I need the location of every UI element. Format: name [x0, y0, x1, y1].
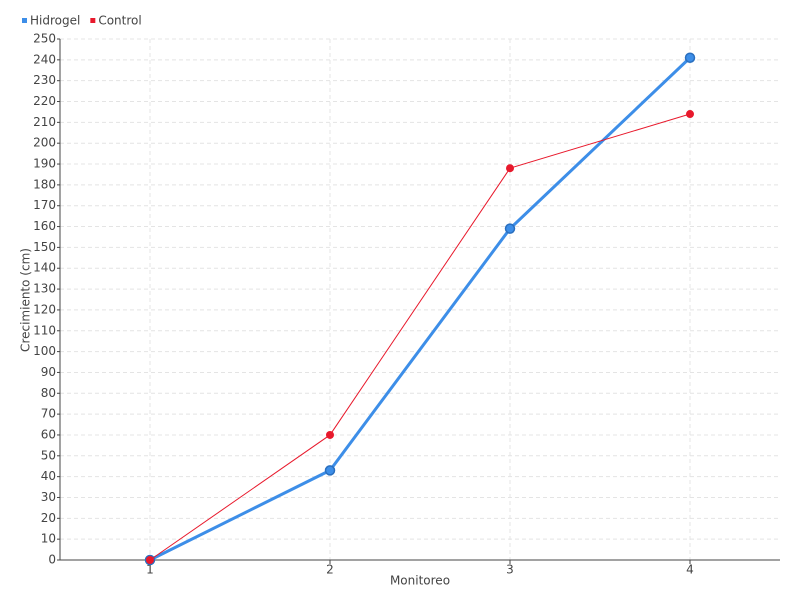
y-tick-label: 200 [33, 136, 56, 150]
y-tick-label: 170 [33, 198, 56, 212]
y-tick-label: 20 [41, 511, 56, 525]
series-line [149, 113, 691, 561]
y-tick-label: 110 [33, 323, 56, 337]
y-tick-label: 90 [41, 365, 56, 379]
y-tick-label: 220 [33, 94, 56, 108]
y-tick-label: 160 [33, 219, 56, 233]
data-point [504, 223, 516, 234]
legend-label: Control [98, 14, 141, 28]
y-tick-label: 150 [33, 240, 56, 254]
data-point [146, 556, 154, 564]
y-tick-label: 0 [48, 553, 56, 567]
data-point [686, 110, 694, 119]
y-tick-label: 50 [41, 448, 56, 462]
y-tick-label: 210 [33, 115, 56, 129]
y-tick-label: 140 [33, 261, 56, 275]
series-line [149, 56, 692, 562]
x-tick-label: 1 [146, 563, 154, 577]
y-tick-label: 230 [33, 73, 56, 87]
y-tick-label: 130 [33, 282, 56, 296]
y-tick-label: 30 [41, 490, 56, 504]
legend-swatch [90, 18, 96, 23]
data-point [684, 52, 696, 64]
y-tick-label: 40 [41, 469, 56, 483]
y-tick-label: 70 [41, 407, 56, 421]
y-tick-label: 190 [33, 157, 56, 171]
y-tick-label: 120 [33, 302, 56, 316]
x-tick-label: 2 [326, 563, 334, 577]
y-tick-label: 240 [33, 52, 56, 66]
legend-label: Hidrogel [30, 14, 80, 28]
data-point [506, 164, 514, 173]
legend-swatch [22, 18, 27, 23]
data-point [324, 465, 336, 476]
y-tick-label: 80 [41, 386, 56, 400]
x-axis-label: Monitoreo [390, 574, 450, 588]
y-tick-label: 10 [41, 532, 56, 546]
y-axis-label: Crecimiento (cm) [19, 248, 33, 352]
x-tick-label: 3 [506, 563, 514, 577]
data-point [326, 430, 334, 439]
x-tick-label: 4 [686, 563, 694, 577]
y-tick-label: 250 [33, 32, 56, 46]
y-tick-label: 180 [33, 177, 56, 191]
y-tick-label: 60 [41, 427, 56, 441]
y-tick-label: 100 [33, 344, 56, 358]
